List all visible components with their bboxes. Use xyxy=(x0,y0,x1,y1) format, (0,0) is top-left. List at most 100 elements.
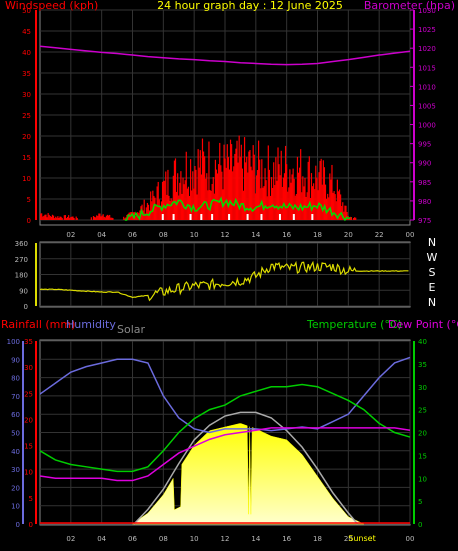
humidity-tick-label: 40 xyxy=(11,448,20,456)
rainfall-axis-label: Rainfall (mm) xyxy=(1,318,75,331)
wind-gust-bar xyxy=(146,202,149,220)
barometer-tick-label: 995 xyxy=(418,141,431,149)
wind-gust-bar xyxy=(204,156,206,220)
wind-gust-bar xyxy=(257,140,260,220)
wind-gust-bar xyxy=(156,186,158,220)
windspeed-tick-label: 10 xyxy=(22,175,31,183)
humidity-tick-label: 70 xyxy=(11,393,20,401)
x-tick-label: 10 xyxy=(190,231,199,239)
compass-label: N xyxy=(428,296,436,309)
wind-gust-bar xyxy=(314,189,316,220)
wind-gust-bar xyxy=(100,216,102,220)
humidity-tick-label: 100 xyxy=(7,338,20,346)
wind-gust-bar xyxy=(97,215,99,220)
wind-gust-bar xyxy=(92,216,95,220)
wind-gust-bar xyxy=(330,179,332,220)
wind-gust-bar xyxy=(248,151,250,220)
wind-gust-bar xyxy=(101,215,103,220)
calm-marker xyxy=(311,214,314,220)
wind-gust-bar xyxy=(128,212,130,220)
temperature-tick-label: 15 xyxy=(418,452,427,460)
wind-gust-bar xyxy=(238,135,240,220)
wind-gust-bar xyxy=(123,216,125,220)
wind-gust-bar xyxy=(253,154,255,220)
direction-tick-label: 180 xyxy=(15,272,28,280)
wind-gust-bar xyxy=(345,205,347,220)
solar-series xyxy=(131,423,364,525)
wind-gust-bar xyxy=(225,167,227,220)
wind-gust-bar xyxy=(343,211,345,220)
wind-gust-bar xyxy=(315,165,317,220)
x-tick-label: 00 xyxy=(406,231,415,239)
humidity-tick-label: 50 xyxy=(11,430,20,438)
wind-gust-bar xyxy=(227,157,229,220)
wind-gust-bar xyxy=(259,159,261,220)
barometer-tick-label: 990 xyxy=(418,160,431,168)
wind-gust-bar xyxy=(180,171,182,220)
temperature-tick-label: 35 xyxy=(418,361,427,369)
barometer-tick-label: 1000 xyxy=(418,122,436,130)
direction-panel-grid xyxy=(40,242,411,307)
wind-gust-bar xyxy=(198,167,200,220)
wind-gust-bar xyxy=(291,174,293,220)
wind-gust-bar xyxy=(228,169,231,220)
temperature-tick-label: 30 xyxy=(418,384,427,392)
temperature-tick-label: 0 xyxy=(418,521,422,529)
wind-gust-bar xyxy=(296,156,299,220)
wind-gust-bar xyxy=(173,160,176,220)
wind-gust-bar xyxy=(311,186,314,220)
wind-gust-bar xyxy=(136,212,138,220)
wind-gust-bar xyxy=(276,180,278,220)
wind-gust-bar xyxy=(201,138,204,220)
wind-gust-bar xyxy=(202,151,205,220)
wind-gust-bar xyxy=(321,184,323,220)
rainfall-tick-label: 25 xyxy=(24,390,33,398)
wind-gust-bar xyxy=(161,181,164,220)
wind-gust-bar xyxy=(215,169,218,220)
wind-gust-bar xyxy=(43,215,45,220)
wind-gust-bar xyxy=(254,193,256,220)
wind-gust-bar xyxy=(145,207,147,220)
wind-gust-bar xyxy=(221,171,223,220)
wind-gust-bar xyxy=(304,177,306,220)
x-tick-label: 14 xyxy=(251,231,260,239)
wind-gust-bar xyxy=(279,175,281,220)
wind-gust-bar xyxy=(187,186,190,220)
temperature-tick-label: 5 xyxy=(418,498,422,506)
direction-tick-label: 270 xyxy=(15,256,28,264)
wind-gust-bar xyxy=(95,217,97,220)
wind-gust-bar xyxy=(111,217,113,220)
windspeed-tick-label: 0 xyxy=(27,217,31,225)
wind-gust-bar xyxy=(268,169,270,220)
wind-gust-bar xyxy=(274,185,276,220)
wind-gust-bar xyxy=(109,214,111,220)
wind-gust-bar xyxy=(318,172,320,220)
wind-gust-bar xyxy=(103,216,105,220)
wind-gust-bar xyxy=(131,212,133,220)
wind-gust-bar xyxy=(224,158,226,220)
calm-marker xyxy=(189,214,192,220)
wind-gust-bar xyxy=(159,206,161,220)
compass-label: S xyxy=(429,266,436,279)
wind-gust-bar xyxy=(63,215,65,220)
humidity-tick-label: 80 xyxy=(11,375,20,383)
direction-tick-label: 0 xyxy=(24,303,28,311)
humidity-tick-label: 90 xyxy=(11,356,20,364)
wind-gust-bar xyxy=(323,167,326,220)
temperature-tick-label: 40 xyxy=(418,338,427,346)
wind-gust-bar xyxy=(213,193,215,220)
wind-gust-bar xyxy=(44,214,46,220)
calm-marker xyxy=(200,214,203,220)
rainfall-tick-label: 0 xyxy=(29,521,33,529)
wind-gust-bar xyxy=(206,173,208,220)
wind-gust-bar xyxy=(216,173,219,220)
wind-gust-bar xyxy=(197,149,199,220)
wind-gust-bar xyxy=(60,216,62,220)
x-tick-label: 20 xyxy=(344,535,353,543)
wind-gust-bar xyxy=(171,200,173,220)
x-tick-label: 08 xyxy=(159,231,168,239)
wind-gust-bar xyxy=(325,198,328,220)
wind-gust-bar xyxy=(340,194,342,220)
wind-gust-bar xyxy=(219,142,221,220)
